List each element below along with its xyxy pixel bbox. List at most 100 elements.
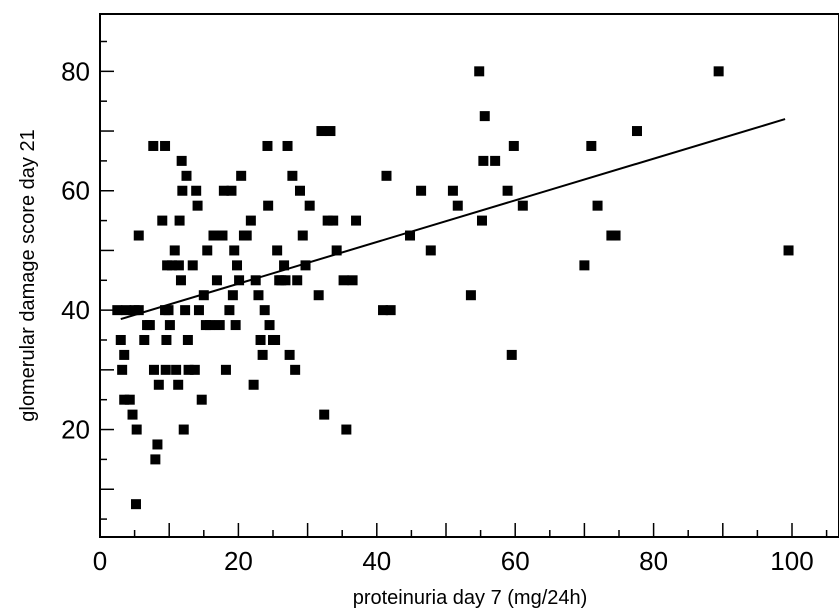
data-point <box>198 290 209 301</box>
data-point <box>385 305 396 316</box>
data-point <box>127 409 138 420</box>
data-point <box>115 334 126 345</box>
data-point <box>292 275 303 286</box>
data-point <box>351 215 362 226</box>
data-point <box>163 305 174 316</box>
data-point <box>131 424 142 435</box>
data-point <box>153 379 164 390</box>
data-point <box>234 275 245 286</box>
data-point <box>180 305 191 316</box>
data-point <box>631 126 642 137</box>
x-tick-label: 0 <box>93 546 107 576</box>
data-point <box>181 170 192 181</box>
data-point <box>191 185 202 196</box>
data-point <box>259 305 270 316</box>
x-axis: 0 20 40 60 80 100 <box>93 523 828 576</box>
data-point <box>236 170 247 181</box>
data-point <box>230 320 241 331</box>
data-point <box>160 140 171 151</box>
data-point <box>452 200 463 211</box>
data-point <box>304 200 315 211</box>
data-point <box>217 230 228 241</box>
data-point <box>425 245 436 256</box>
data-point <box>182 334 193 345</box>
data-point <box>160 364 171 375</box>
data-point <box>294 185 305 196</box>
y-tick-label: 80 <box>61 56 90 86</box>
data-point <box>287 170 298 181</box>
x-tick-label: 40 <box>362 546 391 576</box>
data-point <box>783 245 794 256</box>
data-point <box>347 275 358 286</box>
data-point <box>174 215 185 226</box>
y-tick-label: 20 <box>61 415 90 445</box>
data-point <box>148 140 159 151</box>
data-point <box>341 424 352 435</box>
y-tick-label: 60 <box>61 176 90 206</box>
data-point <box>508 140 519 151</box>
data-point <box>264 320 275 331</box>
data-point <box>161 334 172 345</box>
data-point <box>319 409 330 420</box>
data-point <box>280 275 291 286</box>
data-point <box>465 290 476 301</box>
data-point <box>192 200 203 211</box>
data-point <box>169 245 180 256</box>
data-point <box>279 260 290 271</box>
data-point <box>148 364 159 375</box>
data-point <box>241 230 252 241</box>
data-point <box>713 66 724 77</box>
data-point <box>226 185 237 196</box>
data-point <box>124 394 135 405</box>
data-point <box>338 275 349 286</box>
data-point <box>152 439 163 450</box>
data-point <box>187 260 198 271</box>
data-point <box>272 245 283 256</box>
data-point <box>208 230 219 241</box>
data-point <box>313 290 324 301</box>
data-point <box>178 424 189 435</box>
data-point <box>506 349 517 360</box>
data-point <box>220 364 231 375</box>
data-point <box>478 155 489 166</box>
data-point <box>502 185 513 196</box>
data-point <box>205 320 216 331</box>
data-points <box>112 66 794 510</box>
data-point <box>112 305 123 316</box>
data-point <box>164 320 175 331</box>
x-axis-title: proteinuria day 7 (mg/24h) <box>353 587 588 609</box>
data-point <box>579 260 590 271</box>
data-point <box>447 185 458 196</box>
data-point <box>474 66 485 77</box>
data-point <box>224 305 235 316</box>
y-tick-label: 40 <box>61 295 90 325</box>
data-point <box>227 290 238 301</box>
data-point <box>196 394 207 405</box>
data-point <box>517 200 528 211</box>
data-point <box>250 275 261 286</box>
data-point <box>263 200 274 211</box>
data-point <box>245 215 256 226</box>
data-point <box>133 305 144 316</box>
data-point <box>300 260 311 271</box>
data-point <box>325 126 336 137</box>
data-point <box>144 320 155 331</box>
data-point <box>183 364 194 375</box>
data-point <box>177 185 188 196</box>
data-point <box>331 245 342 256</box>
data-point <box>328 215 339 226</box>
data-point <box>290 364 301 375</box>
x-tick-label: 60 <box>501 546 530 576</box>
data-point <box>284 349 295 360</box>
data-point <box>214 320 225 331</box>
data-point <box>119 394 130 405</box>
data-point <box>476 215 487 226</box>
data-point <box>592 200 603 211</box>
data-point <box>610 230 621 241</box>
data-point <box>166 260 177 271</box>
data-point <box>405 230 416 241</box>
data-point <box>176 155 187 166</box>
data-point <box>139 334 150 345</box>
data-point <box>322 215 333 226</box>
